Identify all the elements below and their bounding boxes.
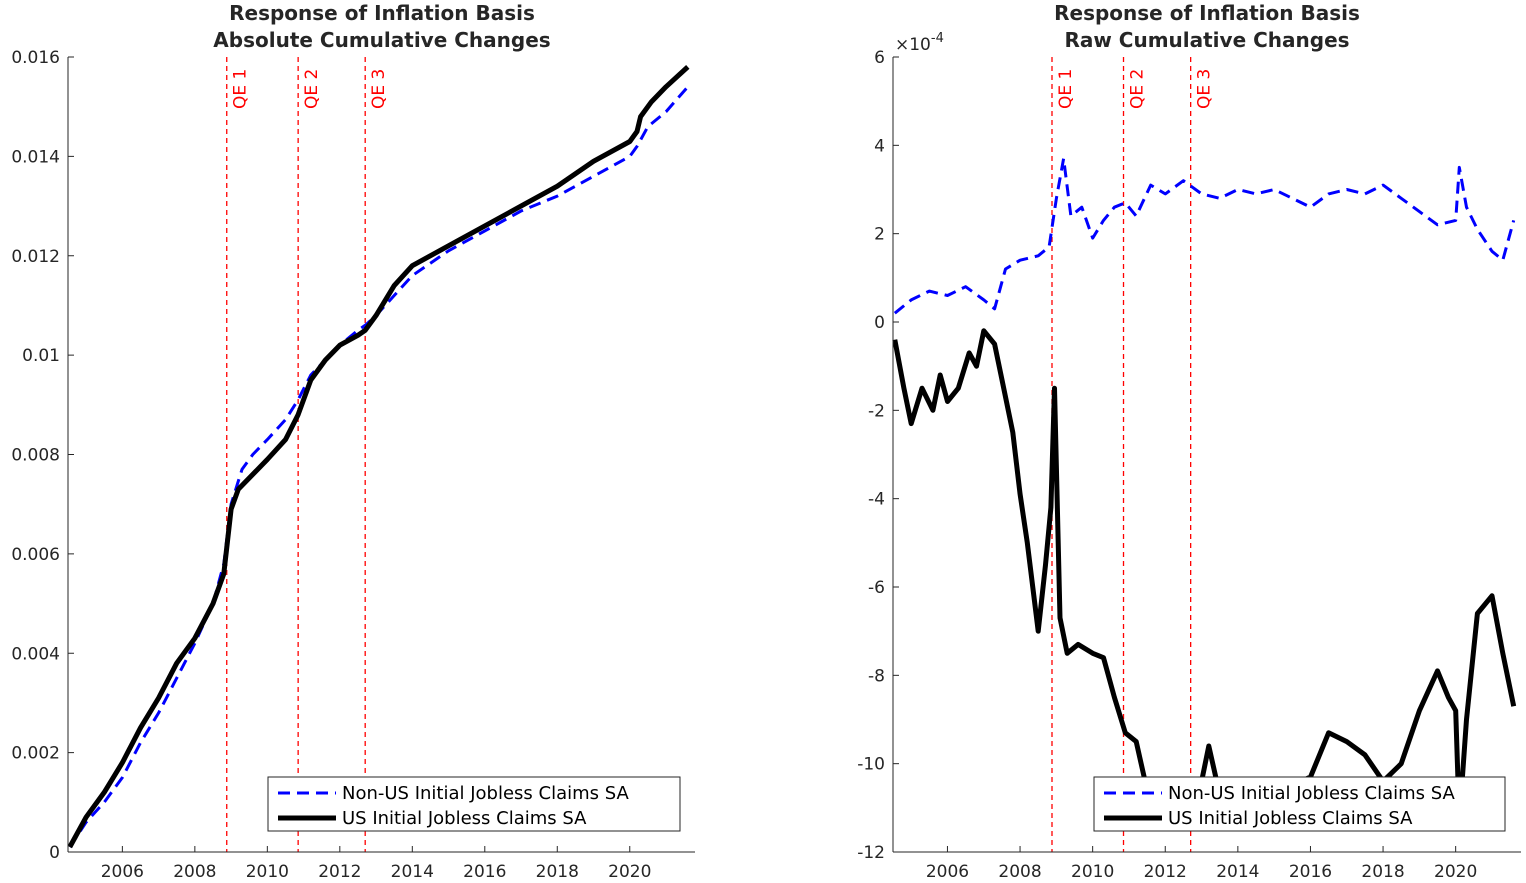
x-tick-label: 2010 <box>246 862 289 882</box>
qe-label: QE 3 <box>369 69 389 109</box>
y-tick-label: 0.008 <box>11 446 60 466</box>
x-tick-label: 2008 <box>998 862 1041 882</box>
y-tick-label: -8 <box>868 666 885 686</box>
qe-label: QE 1 <box>1056 69 1076 109</box>
y-tick-label: 0.014 <box>11 147 60 167</box>
y-tick-label: 2 <box>874 225 885 245</box>
x-tick-label: 2010 <box>1071 862 1114 882</box>
chart-raw-cumulative: Response of Inflation Basis Raw Cumulati… <box>857 1 1521 882</box>
y-tick-label: 0.002 <box>11 744 60 764</box>
x-tick-label: 2016 <box>463 862 506 882</box>
y-tick-label: -10 <box>857 755 885 775</box>
y-tick-label: 0.006 <box>11 545 60 565</box>
y-tick-label: -6 <box>868 578 885 598</box>
x-tick-label: 2014 <box>391 862 434 882</box>
y-tick-label: 4 <box>874 136 885 156</box>
qe-label: QE 2 <box>1128 69 1148 109</box>
y-tick-label: 0.01 <box>22 346 60 366</box>
chart-subtitle: Raw Cumulative Changes <box>1064 28 1349 52</box>
x-tick-label: 2012 <box>1144 862 1187 882</box>
y-tick-label: 0.012 <box>11 247 60 267</box>
legend-label-us: US Initial Jobless Claims SA <box>342 808 587 829</box>
x-tick-label: 2020 <box>608 862 651 882</box>
x-tick-label: 2018 <box>536 862 579 882</box>
y-tick-label: 0.016 <box>11 48 60 68</box>
x-tick-label: 2016 <box>1289 862 1332 882</box>
series-group <box>67 65 690 849</box>
legend-label-non-us: Non-US Initial Jobless Claims SA <box>342 783 630 804</box>
series-line-non-us <box>68 85 689 848</box>
chart-title: Response of Inflation Basis <box>1054 1 1360 25</box>
y-axis-multiplier-exponent: -4 <box>931 31 944 46</box>
x-tick-label: 2018 <box>1361 862 1404 882</box>
chart-subtitle: Absolute Cumulative Changes <box>213 28 550 52</box>
qe-markers: QE 1 QE 2 QE 3 <box>226 57 389 852</box>
legend-box <box>267 776 681 832</box>
legend-label-us: US Initial Jobless Claims SA <box>1168 808 1413 829</box>
qe-label: QE 1 <box>231 69 251 109</box>
x-tick-label: 2012 <box>318 862 361 882</box>
series-line-non-us <box>893 157 1516 315</box>
y-axis-multiplier: ×10-4 <box>895 31 944 55</box>
axes: -12 -10 -8 -6 -4 -2 0 2 4 6 2006 2008 2010 2012 2014 20… <box>857 48 1521 882</box>
qe-label: QE 2 <box>302 69 322 109</box>
legend: Non-US Initial Jobless Claims SA US Init… <box>267 776 681 832</box>
x-tick-label: 2014 <box>1216 862 1259 882</box>
y-tick-label: 6 <box>874 48 885 68</box>
y-tick-label: 0.004 <box>11 644 60 664</box>
legend-label-non-us: Non-US Initial Jobless Claims SA <box>1168 783 1456 804</box>
legend-box <box>1093 776 1506 832</box>
qe-label: QE 3 <box>1195 69 1215 109</box>
x-tick-label: 2006 <box>926 862 969 882</box>
qe-markers: QE 1 QE 2 QE 3 <box>1051 57 1215 852</box>
legend: Non-US Initial Jobless Claims SA US Init… <box>1093 776 1506 832</box>
y-axis-multiplier-base: ×10 <box>895 35 931 55</box>
x-tick-label: 2020 <box>1434 862 1477 882</box>
chart-title: Response of Inflation Basis <box>229 1 535 25</box>
x-tick-label: 2006 <box>101 862 144 882</box>
y-tick-label: -12 <box>857 843 885 863</box>
series-line-us <box>67 65 690 849</box>
y-tick-label: -2 <box>868 401 885 421</box>
x-tick-label: 2008 <box>173 862 216 882</box>
y-tick-label: 0 <box>874 313 885 333</box>
series-line-us <box>892 328 1517 824</box>
axes: 0 0.002 0.004 0.006 0.008 0.01 0.012 0.014 0.016… <box>11 48 695 882</box>
y-tick-label: 0 <box>49 843 60 863</box>
series-group <box>892 157 1517 824</box>
y-tick-label: -4 <box>868 490 885 510</box>
chart-absolute-cumulative: Response of Inflation Basis Absolute Cum… <box>11 1 695 882</box>
